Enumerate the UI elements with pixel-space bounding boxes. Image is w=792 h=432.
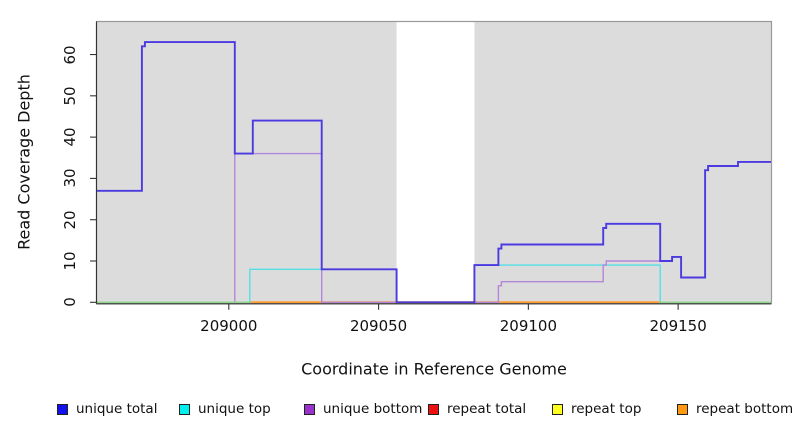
x-tick-label: 209050: [349, 317, 408, 335]
legend-swatch-repeat-top: [552, 404, 563, 415]
coverage-gap-band: [396, 21, 475, 304]
legend-label: unique total: [76, 401, 158, 417]
series-unique-bottom-line: [97, 152, 682, 303]
x-tick-label: 209000: [200, 317, 258, 335]
y-tick-label: 60: [61, 44, 79, 65]
legend-label: unique top: [198, 401, 271, 417]
x-tick-label: 209100: [499, 317, 557, 335]
legend-swatch-unique-total: [57, 404, 68, 415]
series-unique-total-line: [97, 41, 771, 304]
x-tick-label: 209150: [649, 317, 707, 335]
y-tick-label: 50: [61, 86, 79, 106]
legend-label: unique bottom: [323, 401, 423, 417]
legend-label: repeat bottom: [696, 401, 792, 417]
y-tick-label: 10: [61, 251, 79, 271]
y-tick-label: 40: [61, 127, 79, 147]
legend-swatch-repeat-total: [428, 404, 439, 415]
legend-swatch-unique-top: [179, 404, 190, 415]
legend-label: repeat top: [571, 401, 642, 417]
x-axis-title: Coordinate in Reference Genome: [301, 359, 567, 379]
y-tick-label: 0: [61, 297, 79, 308]
y-tick-label: 20: [61, 210, 79, 230]
legend-swatch-repeat-bottom: [677, 404, 688, 415]
legend-label: repeat total: [447, 401, 527, 417]
y-axis-title: Read Coverage Depth: [14, 74, 34, 250]
y-tick-label: 30: [61, 168, 79, 188]
legend-swatch-unique-bottom: [304, 404, 315, 415]
